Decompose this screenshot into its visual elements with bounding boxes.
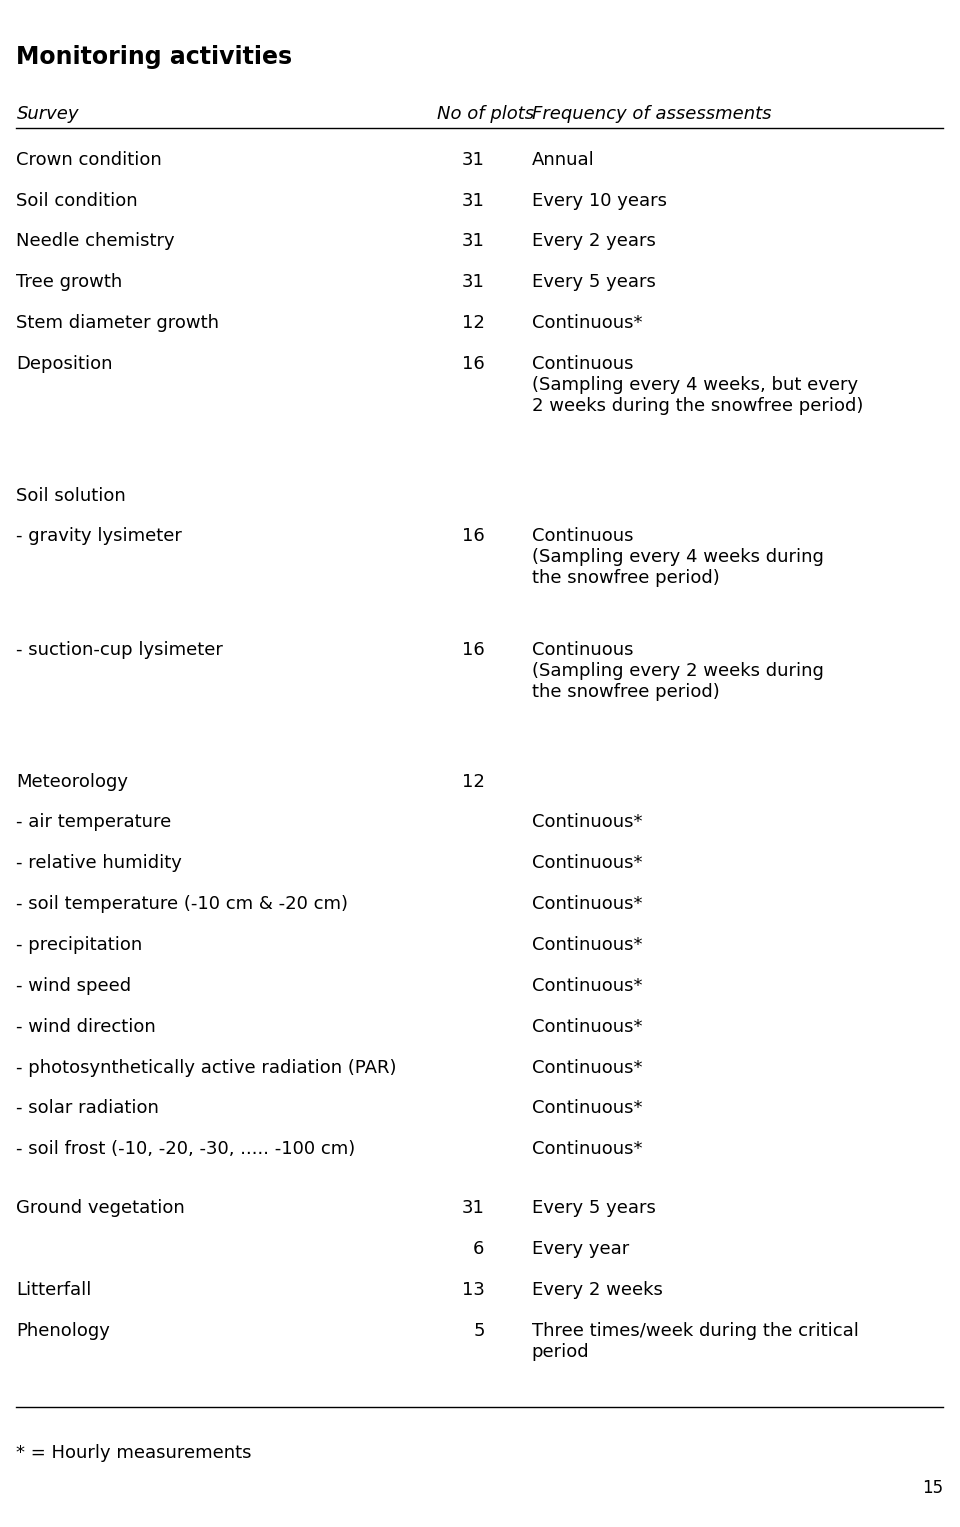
Text: Annual: Annual [532,151,594,168]
Text: Continuous*: Continuous* [532,1099,642,1118]
Text: Continuous
(Sampling every 4 weeks during
the snowfree period): Continuous (Sampling every 4 weeks durin… [532,527,824,586]
Text: Every 5 years: Every 5 years [532,273,656,292]
Text: Tree growth: Tree growth [16,273,123,292]
Text: Continuous*: Continuous* [532,1017,642,1035]
Text: 5: 5 [473,1322,485,1339]
Text: 31: 31 [462,191,485,209]
Text: Every 10 years: Every 10 years [532,191,667,209]
Text: Frequency of assessments: Frequency of assessments [532,105,772,124]
Text: 31: 31 [462,151,485,168]
Text: - gravity lysimeter: - gravity lysimeter [16,527,182,545]
Text: - solar radiation: - solar radiation [16,1099,159,1118]
Text: Monitoring activities: Monitoring activities [16,44,293,69]
Text: Stem diameter growth: Stem diameter growth [16,315,220,331]
Text: Every 5 years: Every 5 years [532,1199,656,1217]
Text: Every 2 weeks: Every 2 weeks [532,1281,662,1299]
Text: 12: 12 [462,315,485,331]
Text: Soil condition: Soil condition [16,191,138,209]
Text: - precipitation: - precipitation [16,936,143,954]
Text: Continuous
(Sampling every 4 weeks, but every
2 weeks during the snowfree period: Continuous (Sampling every 4 weeks, but … [532,354,863,414]
Text: Crown condition: Crown condition [16,151,162,168]
Text: Continuous*: Continuous* [532,1058,642,1077]
Text: Continuous*: Continuous* [532,854,642,872]
Text: - soil frost (-10, -20, -30, ..... -100 cm): - soil frost (-10, -20, -30, ..... -100 … [16,1141,355,1159]
Text: 13: 13 [462,1281,485,1299]
Text: Continuous*: Continuous* [532,936,642,954]
Text: 31: 31 [462,1199,485,1217]
Text: Every 2 years: Every 2 years [532,232,656,250]
Text: - air temperature: - air temperature [16,814,172,831]
Text: Soil solution: Soil solution [16,487,126,504]
Text: Every year: Every year [532,1240,629,1258]
Text: Continuous*: Continuous* [532,895,642,913]
Text: - wind speed: - wind speed [16,977,132,996]
Text: Phenology: Phenology [16,1322,110,1339]
Text: 15: 15 [923,1480,944,1498]
Text: Continuous*: Continuous* [532,1141,642,1159]
Text: Continuous*: Continuous* [532,315,642,331]
Text: Three times/week during the critical
period: Three times/week during the critical per… [532,1322,859,1361]
Text: - suction-cup lysimeter: - suction-cup lysimeter [16,641,224,660]
Text: No of plots: No of plots [438,105,535,124]
Text: Meteorology: Meteorology [16,773,129,791]
Text: 31: 31 [462,232,485,250]
Text: Continuous
(Sampling every 2 weeks during
the snowfree period): Continuous (Sampling every 2 weeks durin… [532,641,824,701]
Text: Needle chemistry: Needle chemistry [16,232,175,250]
Text: 31: 31 [462,273,485,292]
Text: - relative humidity: - relative humidity [16,854,182,872]
Text: Litterfall: Litterfall [16,1281,92,1299]
Text: Survey: Survey [16,105,79,124]
Text: - photosynthetically active radiation (PAR): - photosynthetically active radiation (P… [16,1058,396,1077]
Text: Continuous*: Continuous* [532,977,642,996]
Text: 16: 16 [462,641,485,660]
Text: - wind direction: - wind direction [16,1017,156,1035]
Text: 16: 16 [462,527,485,545]
Text: 16: 16 [462,354,485,373]
Text: 12: 12 [462,773,485,791]
Text: 6: 6 [473,1240,485,1258]
Text: Continuous*: Continuous* [532,814,642,831]
Text: Ground vegetation: Ground vegetation [16,1199,185,1217]
Text: Deposition: Deposition [16,354,113,373]
Text: - soil temperature (-10 cm & -20 cm): - soil temperature (-10 cm & -20 cm) [16,895,348,913]
Text: * = Hourly measurements: * = Hourly measurements [16,1445,252,1463]
